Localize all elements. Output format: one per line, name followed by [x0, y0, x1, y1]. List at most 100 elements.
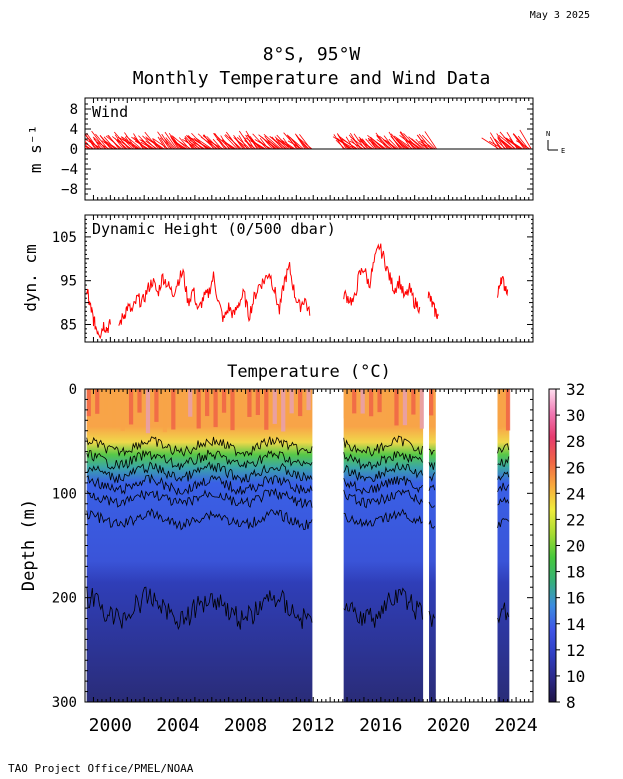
wind-vector: [513, 133, 528, 150]
warm-surface-patch: [497, 389, 502, 430]
wind-vector: [206, 135, 220, 150]
wind-vector: [237, 140, 249, 150]
wind-vector: [395, 139, 406, 150]
isotherm-contour: [428, 484, 436, 491]
wind-vector: [283, 132, 299, 150]
wind-vector: [242, 135, 254, 150]
warm-surface-patch: [145, 389, 151, 434]
colorbar-tick-label: 12: [566, 641, 585, 660]
wind-vector: [335, 138, 356, 150]
wind-vector: [397, 141, 409, 150]
wind-vector: [411, 138, 425, 150]
wind-vector: [275, 137, 294, 150]
warm-surface-patch: [95, 389, 100, 414]
wind-vector: [260, 135, 278, 150]
temperature-field: [86, 389, 313, 702]
warm-surface-patch: [272, 389, 277, 424]
wind-vector: [157, 136, 166, 150]
warm-surface-patch: [402, 389, 408, 426]
isotherm-contour: [497, 456, 510, 467]
dynamic-height-panel: 85 95 105 Dynamic Height (0/500 dbar) dyn.…: [21, 214, 534, 343]
wind-vector: [345, 136, 354, 150]
wind-vector: [250, 140, 266, 150]
temperature-field: [429, 389, 436, 702]
colorbar-tick-label: 22: [566, 510, 585, 529]
warm-surface-patch: [213, 389, 218, 428]
warm-surface-patch: [394, 389, 399, 426]
warm-surface-patch: [343, 389, 348, 419]
wind-vector: [112, 136, 128, 150]
wind-vector: [393, 135, 413, 150]
colorbar-tick-label: 30: [566, 406, 585, 425]
wind-vector: [497, 137, 510, 150]
wind-vector: [188, 141, 202, 150]
warm-surface-patch: [385, 389, 391, 423]
wind-vector: [85, 144, 92, 150]
warm-surface-patch: [264, 389, 269, 430]
isotherm-contour: [343, 587, 423, 628]
wind-vector: [135, 137, 147, 150]
compass-east: E: [561, 147, 565, 155]
isotherm-contour: [86, 436, 313, 458]
wind-vector: [195, 137, 213, 150]
wind-vector: [85, 135, 100, 150]
wind-vector: [365, 138, 375, 150]
isotherm-contour: [428, 461, 436, 470]
wind-y-tick-label: 0: [70, 142, 78, 158]
dynamic-height-line: [343, 243, 421, 315]
temperature-y-axis-label: Depth (m): [19, 499, 39, 591]
warm-surface-patch: [196, 389, 201, 429]
plot-date: May 3 2025: [529, 10, 590, 21]
wind-vector: [341, 138, 358, 150]
wind-vector: [503, 136, 524, 150]
wind-vector: [120, 136, 134, 150]
wind-vector: [367, 134, 385, 150]
wind-vector: [119, 137, 140, 150]
colorbar-tick-label: 26: [566, 458, 585, 477]
warm-surface-patch: [505, 389, 511, 431]
wind-vector: [216, 138, 228, 150]
isotherm-contour: [86, 449, 313, 470]
wind-vector: [396, 138, 411, 150]
wind-vector: [194, 139, 211, 150]
wind-vector: [96, 141, 110, 150]
isotherm-contour: [343, 450, 423, 471]
x-tick-label: 2016: [359, 715, 402, 736]
warm-surface-patch: [238, 389, 244, 420]
wind-vector: [275, 138, 286, 150]
wind-vector: [114, 134, 126, 150]
wind-vector: [92, 136, 102, 150]
x-tick-label: 2020: [427, 715, 470, 736]
wind-vector: [164, 138, 175, 150]
wind-vector: [95, 133, 109, 150]
wind-vector: [498, 134, 517, 150]
temperature-field: [343, 389, 424, 702]
wind-vector: [359, 138, 368, 150]
isotherm-contour: [343, 488, 423, 509]
wind-vector: [93, 137, 107, 150]
colorbar-tick-label: 8: [566, 693, 576, 712]
wind-vector: [388, 138, 399, 150]
wind-vector: [376, 135, 388, 150]
wind-vector: [416, 134, 429, 150]
temperature-title: Temperature (°C): [227, 362, 391, 382]
dyn-y-tick-label: 95: [60, 274, 77, 290]
wind-vector: [173, 141, 185, 150]
colorbar-scale: [548, 388, 557, 703]
dynamic-height-line: [497, 275, 509, 298]
wind-vector: [225, 134, 242, 150]
isotherm-contour: [343, 435, 423, 457]
warm-surface-patch: [205, 389, 210, 417]
warm-surface-patch: [306, 389, 311, 411]
wind-vector: [349, 140, 364, 150]
wind-vector: [245, 137, 265, 150]
wind-vector: [121, 136, 141, 150]
wind-vector: [165, 137, 176, 150]
wind-vector: [213, 133, 231, 150]
wind-vector: [505, 138, 521, 150]
wind-vector: [506, 131, 518, 150]
wind-label: Wind: [92, 103, 128, 121]
wind-vector: [172, 140, 187, 150]
plot-title: Monthly Temperature and Wind Data: [132, 68, 491, 89]
